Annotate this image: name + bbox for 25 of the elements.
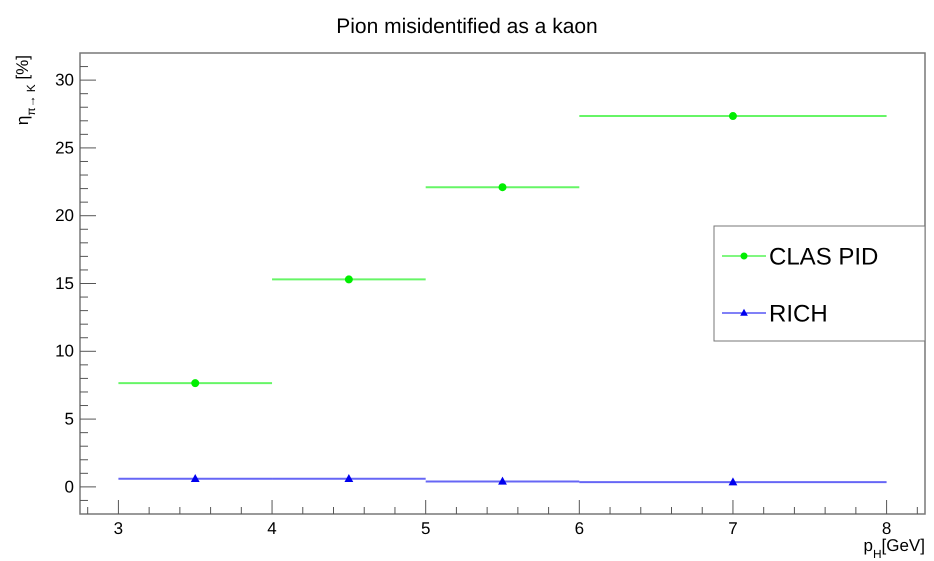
y-tick-label: 20 [55, 206, 74, 226]
legend-label: RICH [769, 300, 828, 328]
y-tick-label: 0 [64, 477, 74, 496]
point [728, 112, 737, 120]
x-tick-label: 4 [267, 519, 277, 538]
y-tick-label: 10 [55, 342, 74, 361]
x-tick-label: 3 [114, 519, 124, 538]
x-tick-label: 7 [728, 519, 738, 538]
point [498, 476, 507, 485]
x-axis-title: p$_{H}$[GeV] [863, 536, 925, 561]
point [191, 379, 200, 388]
point [498, 183, 506, 192]
y-tick-label: 5 [64, 410, 74, 429]
y-tick-label: 30 [55, 70, 74, 90]
point [344, 474, 354, 482]
x-tick-label: 8 [882, 519, 892, 538]
y-tick-label: 15 [55, 274, 74, 293]
point [728, 477, 738, 486]
legend-label: CLAS PID [769, 243, 878, 270]
point [344, 275, 353, 284]
y-tick-label: 25 [55, 138, 74, 158]
x-tick-label: 5 [420, 519, 430, 538]
point [190, 474, 200, 482]
chart-title: Pion misidentified as a kaon [336, 15, 598, 38]
x-tick-label: 6 [574, 519, 584, 538]
